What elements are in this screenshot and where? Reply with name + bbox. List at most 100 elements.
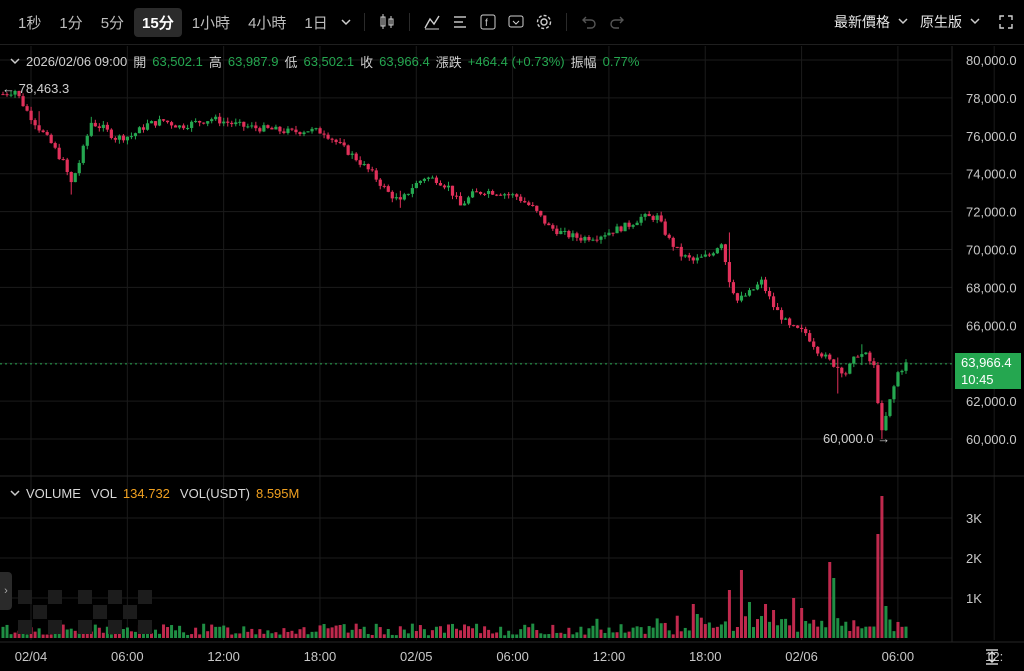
candle-body	[157, 119, 162, 126]
candle-body	[250, 125, 254, 127]
volume-bar	[274, 632, 278, 638]
price-type-dropdown[interactable]: 最新價格	[834, 12, 908, 32]
timeframe-5[interactable]: 4小時	[248, 14, 287, 32]
candle-body	[149, 121, 154, 124]
candle-countdown: 10:45	[961, 372, 994, 387]
volume-bar	[828, 562, 832, 638]
timeframe-0[interactable]: 1秒	[18, 14, 42, 32]
candle-body	[322, 133, 326, 135]
chevron-down-icon[interactable]	[336, 8, 356, 36]
candle-body	[169, 122, 174, 126]
vol-label: VOL	[90, 486, 117, 501]
svg-text:f: f	[485, 18, 488, 29]
volume-bar	[158, 633, 162, 638]
compare-icon[interactable]	[502, 8, 530, 36]
candle-body	[543, 215, 547, 224]
candle-body	[69, 172, 73, 183]
function-icon[interactable]: f	[474, 8, 502, 36]
volume-bar	[884, 606, 888, 638]
candle-body	[93, 122, 97, 127]
volume-bar	[378, 627, 382, 638]
candle-body	[511, 194, 515, 196]
panel-expand-handle[interactable]: ›	[0, 572, 12, 610]
candle-body	[370, 169, 374, 171]
volume-bar	[868, 626, 872, 638]
candle-body	[206, 121, 210, 124]
candle-body	[33, 120, 37, 126]
candle-body	[884, 415, 888, 431]
collapse-chevron-icon[interactable]	[10, 486, 20, 501]
candle-body	[759, 279, 764, 285]
volume-bar	[784, 618, 788, 638]
candle-body	[410, 188, 414, 194]
watermark-block	[93, 605, 107, 619]
candle-body	[699, 256, 703, 258]
collapse-chevron-icon[interactable]	[10, 54, 20, 69]
fit-height-icon[interactable]	[980, 646, 1004, 668]
volume-bar	[491, 633, 495, 638]
candle-body	[406, 193, 410, 195]
timeframe-2[interactable]: 5分	[100, 14, 125, 32]
timeframe-3[interactable]: 15分	[134, 7, 182, 37]
volume-bar	[683, 627, 687, 638]
volume-bar	[820, 620, 824, 638]
candle-body	[354, 153, 358, 161]
candle-body	[691, 257, 695, 261]
undo-icon[interactable]	[575, 8, 603, 36]
candle-body	[45, 132, 49, 135]
candle-body	[117, 135, 121, 140]
draw-lines-icon[interactable]	[446, 8, 474, 36]
time-tick-label: 06:00	[882, 649, 915, 664]
candle-body	[800, 327, 804, 329]
gear-icon[interactable]	[530, 8, 558, 36]
volume-bar	[832, 578, 836, 638]
fullscreen-icon[interactable]	[992, 8, 1020, 36]
volume-bar	[667, 630, 671, 638]
volume-bar	[515, 634, 519, 638]
price-axis[interactable]: 80,000.0 78,000.0 76,000.0 74,000.0 72,000.0…	[966, 53, 1017, 606]
candle-body	[13, 90, 17, 95]
candle-body	[788, 318, 792, 326]
candle-body	[230, 122, 234, 125]
candle-body	[575, 233, 579, 238]
candle-body	[326, 134, 330, 139]
candlestick-type-icon[interactable]	[373, 8, 401, 36]
timeframe-4[interactable]: 1小時	[191, 14, 231, 32]
chart-mode-dropdown[interactable]: 原生版	[920, 12, 980, 32]
volume-bar	[410, 623, 414, 638]
volume-bar	[611, 632, 615, 638]
candle-body	[165, 120, 170, 123]
candle-body	[535, 205, 539, 211]
candle-body	[763, 279, 768, 291]
high-marker-value: 78,463.3	[18, 81, 70, 96]
candle-body	[519, 196, 523, 202]
candle-body	[358, 160, 362, 165]
watermark-block	[123, 605, 137, 619]
price-type-label: 最新價格	[834, 14, 890, 30]
timeframe-1[interactable]: 1分	[59, 14, 83, 32]
timeframe-6[interactable]: 1日	[304, 14, 328, 32]
volume-bar	[362, 626, 366, 638]
indicators-icon[interactable]	[418, 8, 446, 36]
volume-bar	[888, 619, 892, 638]
volume-bar	[77, 633, 81, 638]
volume-bar	[330, 627, 334, 638]
volume-bar	[186, 634, 190, 638]
candle-body	[314, 128, 318, 130]
redo-icon[interactable]	[603, 8, 631, 36]
volume-bar	[743, 616, 747, 638]
candle-body	[214, 116, 218, 120]
candles-layer	[1, 89, 908, 439]
candle-body	[194, 120, 198, 122]
volume-bar	[250, 628, 254, 638]
candle-body	[836, 366, 840, 368]
volume-bar	[190, 634, 194, 638]
volume-bar	[599, 629, 603, 638]
candle-body	[731, 282, 736, 294]
volume-bar	[37, 628, 41, 638]
time-axis[interactable]: 02/04 06:00 12:00 18:00 02/05 06:00 12:00 18:00…	[15, 649, 1004, 664]
volume-bar	[856, 626, 860, 638]
volume-bar	[234, 633, 238, 638]
volume-bar	[583, 634, 587, 638]
